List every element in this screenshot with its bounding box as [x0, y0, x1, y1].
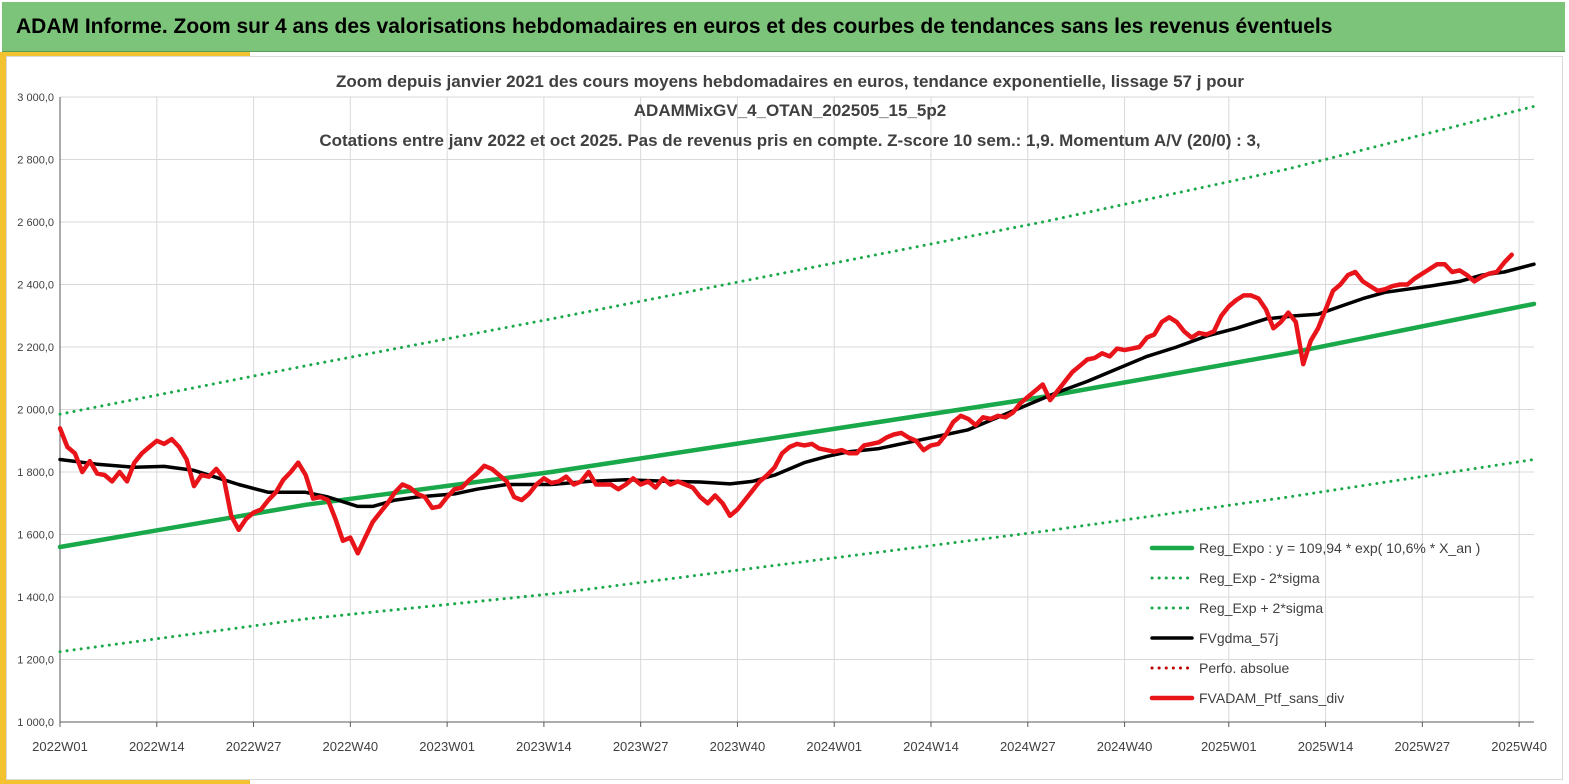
x-tick-label: 2022W14	[129, 739, 185, 754]
chart-title-group: Zoom depuis janvier 2021 des cours moyen…	[319, 72, 1260, 150]
legend-label-1: Reg_Expo : y = 109,94 * exp( 10,6% * X_a…	[1199, 540, 1480, 556]
chart-frame: 1 000,0 1 200,0 1 400,0 1 600,0 1 800,0 2 000…	[6, 56, 1563, 780]
grid-lines	[59, 96, 1534, 723]
legend-label-2: Reg_Exp - 2*sigma	[1199, 570, 1320, 586]
chart-title-line-1: Zoom depuis janvier 2021 des cours moyen…	[336, 72, 1244, 91]
x-tick-label: 2025W40	[1491, 739, 1547, 754]
x-tick-label: 2025W14	[1298, 739, 1354, 754]
x-tick-label: 2023W14	[516, 739, 572, 754]
accent-bar-left	[0, 52, 6, 784]
line-chart: 1 000,0 1 200,0 1 400,0 1 600,0 1 800,0 2 000…	[17, 72, 1547, 754]
x-tick-label: 2022W40	[323, 739, 379, 754]
x-tick-label: 2022W27	[226, 739, 282, 754]
y-tick-label: 2 200,0	[17, 342, 54, 354]
legend: Reg_Expo : y = 109,94 * exp( 10,6% * X_a…	[1149, 540, 1480, 706]
y-tick-label: 1 400,0	[17, 592, 54, 604]
y-tick-label: 1 600,0	[17, 530, 54, 542]
y-tick-label: 2 600,0	[17, 217, 54, 229]
series-line-6	[57, 252, 1514, 556]
x-tick-label: 2024W40	[1097, 739, 1153, 754]
x-tick-label: 2023W27	[613, 739, 669, 754]
header-banner: ADAM Informe. Zoom sur 4 ans des valoris…	[2, 2, 1565, 52]
y-tick-label: 2 000,0	[17, 405, 54, 417]
x-tick-label: 2023W01	[419, 739, 475, 754]
y-tick-label: 1 200,0	[17, 655, 54, 667]
chart-title-line-2: ADAMMixGV_4_OTAN_202505_15_5p2	[634, 101, 946, 120]
legend-label-3: Reg_Exp + 2*sigma	[1199, 600, 1323, 616]
x-axis: 2022W01 2022W14 2022W27 2022W40 2023W01 2023W…	[32, 721, 1547, 754]
legend-label-4: FVgdma_57j	[1199, 630, 1278, 646]
x-tick-label: 2023W40	[710, 739, 766, 754]
series-line-4	[58, 262, 1536, 509]
y-tick-label: 1 000,0	[17, 717, 54, 729]
x-tick-label: 2025W27	[1395, 739, 1451, 754]
legend-label-5: Perfo. absolue	[1199, 660, 1289, 676]
accent-bar-top	[0, 52, 250, 56]
y-tick-label: 2 400,0	[17, 280, 54, 292]
x-tick-label: 2024W27	[1000, 739, 1056, 754]
y-axis: 1 000,0 1 200,0 1 400,0 1 600,0 1 800,0 2 000…	[17, 92, 61, 729]
x-tick-label: 2025W01	[1201, 739, 1257, 754]
series-line-1	[57, 301, 1537, 550]
chart-title-line-3: Cotations entre janv 2022 et oct 2025. P…	[319, 131, 1260, 150]
x-tick-label: 2024W14	[903, 739, 959, 754]
page-title: ADAM Informe. Zoom sur 4 ans des valoris…	[16, 15, 1333, 38]
series-group	[57, 104, 1537, 654]
y-tick-label: 1 800,0	[17, 467, 54, 479]
y-tick-label: 3 000,0	[17, 92, 54, 104]
series-line-2	[58, 458, 1536, 654]
y-tick-label: 2 800,0	[17, 155, 54, 167]
legend-label-6: FVADAM_Ptf_sans_div	[1199, 690, 1344, 706]
x-tick-label: 2024W01	[806, 739, 862, 754]
x-tick-label: 2022W01	[32, 739, 88, 754]
accent-bar-bottom	[0, 779, 250, 784]
series-line-3	[58, 104, 1536, 416]
